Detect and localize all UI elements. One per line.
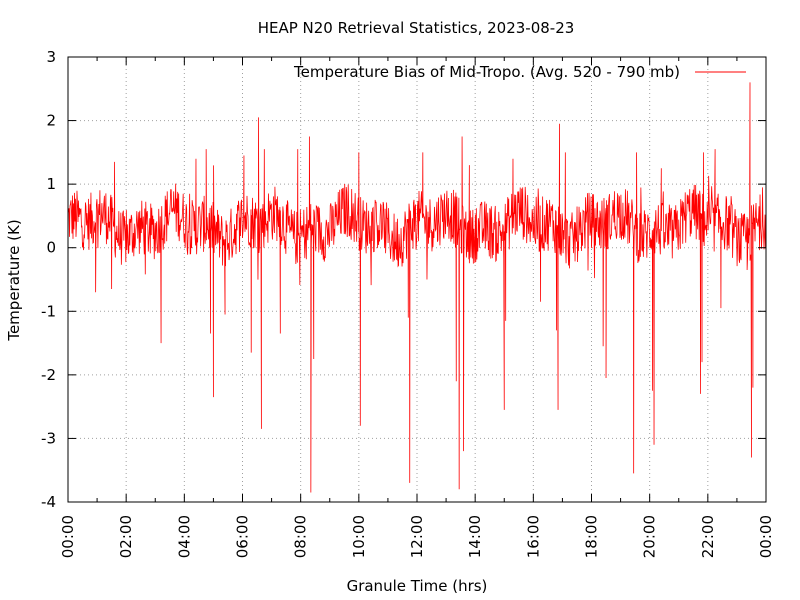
x-tick-label: 00:00	[757, 515, 775, 558]
grid-lines	[68, 57, 766, 502]
y-tick-label: 2	[46, 112, 56, 130]
x-axis-label: Granule Time (hrs)	[347, 577, 488, 595]
x-tick-label: 06:00	[234, 515, 252, 558]
legend-label: Temperature Bias of Mid-Tropo. (Avg. 520…	[293, 63, 680, 81]
y-tick-label: 3	[46, 48, 56, 66]
y-tick-label: 1	[46, 175, 56, 193]
axis-ticks	[67, 56, 767, 503]
x-tick-label: 02:00	[117, 515, 135, 558]
y-axis-label: Temperature (K)	[5, 219, 23, 341]
y-tick-label: -2	[41, 366, 56, 384]
x-tick-label: 18:00	[583, 515, 601, 558]
x-tick-label: 12:00	[408, 515, 426, 558]
x-tick-label: 00:00	[59, 515, 77, 558]
x-tick-label: 04:00	[175, 515, 193, 558]
series-layer	[67, 82, 767, 493]
y-tick-labels: -4 -3 -2 -1 0 1 2 3	[41, 48, 56, 511]
x-tick-label: 20:00	[641, 515, 659, 558]
x-tick-label: 08:00	[292, 515, 310, 558]
x-tick-label: 10:00	[350, 515, 368, 558]
legend: Temperature Bias of Mid-Tropo. (Avg. 520…	[293, 63, 746, 81]
y-tick-label: -3	[41, 429, 56, 447]
y-tick-label: -4	[41, 493, 56, 511]
x-tick-label: 16:00	[524, 515, 542, 558]
chart-title: HEAP N20 Retrieval Statistics, 2023-08-2…	[258, 19, 575, 37]
series-line	[67, 82, 767, 493]
x-tick-label: 14:00	[466, 515, 484, 558]
y-tick-label: -1	[41, 302, 56, 320]
x-tick-labels: 00:00 02:00 04:00 06:00 08:00 10:00 12:00 14:00…	[59, 515, 775, 558]
x-tick-label: 22:00	[699, 515, 717, 558]
y-tick-label: 0	[46, 239, 56, 257]
plot-frame	[67, 56, 767, 503]
